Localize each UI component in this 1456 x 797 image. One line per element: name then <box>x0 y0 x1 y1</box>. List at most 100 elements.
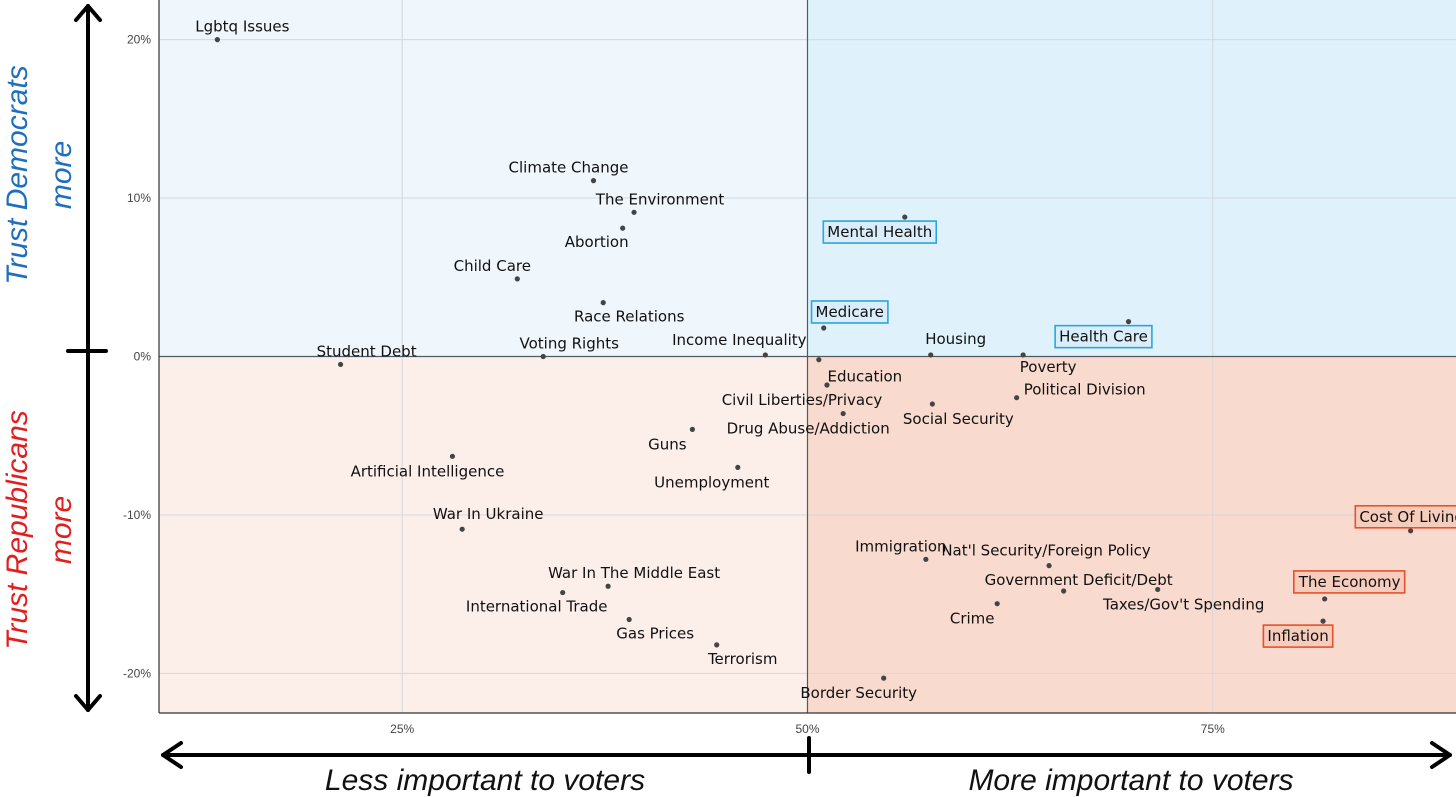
point-child-care <box>514 276 520 282</box>
point-label-child-care: Child Care <box>454 257 531 275</box>
point-label-guns: Guns <box>648 435 687 453</box>
x-tick-label: 25% <box>390 722 414 736</box>
point-nat-l-security-foreign-policy <box>1046 563 1052 569</box>
left-arrowhead-icon <box>161 741 183 769</box>
tick-labels: 25% 50% 75% 20% 10% 0% -10% -20% <box>123 33 1225 736</box>
point-student-debt <box>337 361 344 368</box>
point-drug-abuse-addiction <box>840 410 846 417</box>
point-label-poverty: Poverty <box>1020 358 1077 376</box>
y-tick-label: -20% <box>123 666 151 680</box>
y-tick-label: -10% <box>123 508 151 522</box>
data-points: Lgbtq Issues Climate Change The Environmen… <box>195 18 1456 702</box>
point-the-environment <box>631 209 637 215</box>
point-label-artificial-intelligence: Artificial Intelligence <box>351 462 505 480</box>
quadrant-backgrounds <box>159 0 1456 713</box>
point-label-taxes-gov-t-spending: Taxes/Gov't Spending <box>1102 595 1264 613</box>
trust-republicans-label: Trust Republicans <box>1 410 34 650</box>
trust-democrats-label: Trust Democrats <box>1 65 34 284</box>
highlight-box-medicare <box>810 300 889 324</box>
point-label-drug-abuse-addiction: Drug Abuse/Addiction <box>727 420 890 438</box>
highlight-box-mental-health <box>822 220 938 244</box>
point-social-security <box>929 401 935 407</box>
point-label-civil-liberties-privacy: Civil Liberties/Privacy <box>722 391 883 409</box>
point-health-care <box>1125 319 1132 325</box>
point-label-voting-rights: Voting Rights <box>520 335 620 353</box>
down-arrowhead-icon <box>74 694 102 712</box>
point-label-immigration: Immigration <box>855 537 946 555</box>
highlight-box-inflation <box>1262 624 1334 648</box>
x-tick-label: 75% <box>1201 722 1225 736</box>
point-political-division <box>1014 395 1020 401</box>
point-label-nat-l-security-foreign-policy: Nat'l Security/Foreign Policy <box>941 542 1151 560</box>
point-immigration <box>923 556 929 562</box>
point-medicare <box>821 325 827 331</box>
point-income-inequality <box>762 352 768 358</box>
point-taxes-gov-t-spending <box>1155 586 1161 593</box>
point-label-cost-of-living: Cost Of Living <box>1359 508 1456 526</box>
point-label-climate-change: Climate Change <box>509 159 629 177</box>
point-label-war-in-ukraine: War In Ukraine <box>433 505 544 523</box>
point-war-in-ukraine <box>459 526 465 532</box>
point-guns <box>689 426 695 432</box>
point-education <box>816 357 822 363</box>
point-label-inflation: Inflation <box>1267 627 1328 645</box>
point-voting-rights <box>540 353 546 360</box>
point-inflation <box>1320 618 1326 624</box>
point-border-security <box>881 675 887 681</box>
highlight-box-cost-of-living <box>1354 504 1456 529</box>
point-label-government-deficit-debt: Government Deficit/Debt <box>985 571 1173 589</box>
x-tick-label: 50% <box>795 722 819 736</box>
right-arrowhead-icon <box>1430 741 1452 769</box>
point-label-the-environment: The Environment <box>595 190 725 208</box>
point-label-race-relations: Race Relations <box>574 308 685 326</box>
y-tick-label: 20% <box>127 33 151 47</box>
point-label-education: Education <box>828 368 903 386</box>
point-poverty <box>1020 352 1026 358</box>
point-crime <box>994 601 1000 607</box>
point-international-trade <box>560 589 566 596</box>
point-label-income-inequality: Income Inequality <box>672 331 807 349</box>
dem-high-quadrant <box>807 0 1456 357</box>
point-label-terrorism: Terrorism <box>707 650 778 668</box>
point-lgbtq-issues <box>214 37 220 43</box>
rep-high-quadrant <box>807 356 1456 713</box>
point-unemployment <box>735 464 741 471</box>
point-race-relations <box>600 300 606 306</box>
point-war-in-the-middle-east <box>605 583 611 589</box>
point-artificial-intelligence <box>449 453 456 459</box>
point-the-economy <box>1322 596 1328 602</box>
y-tick-label: 10% <box>127 191 151 205</box>
point-label-border-security: Border Security <box>800 684 917 702</box>
point-mental-health <box>902 214 908 220</box>
vertical-arrow <box>66 4 108 712</box>
highlight-box-the-economy <box>1293 570 1406 594</box>
point-label-war-in-the-middle-east: War In The Middle East <box>548 564 720 582</box>
point-label-the-economy: The Economy <box>1298 573 1401 591</box>
point-label-international-trade: International Trade <box>466 598 608 616</box>
trust-democrats-more-label: more <box>45 141 78 209</box>
plot-axes <box>158 0 1456 714</box>
point-gas-prices <box>626 616 632 623</box>
less-important-label: Less important to voters <box>325 764 645 797</box>
point-label-housing: Housing <box>925 330 986 348</box>
point-label-lgbtq-issues: Lgbtq Issues <box>195 18 289 36</box>
point-label-mental-health: Mental Health <box>827 223 932 241</box>
point-label-social-security: Social Security <box>903 410 1014 428</box>
up-arrowhead-icon <box>74 4 102 22</box>
point-label-abortion: Abortion <box>565 233 629 251</box>
point-label-crime: Crime <box>950 610 995 628</box>
y-tick-label: 0% <box>134 350 152 364</box>
point-label-unemployment: Unemployment <box>654 473 769 491</box>
point-terrorism <box>714 642 720 648</box>
horizontal-arrow <box>161 736 1452 774</box>
point-abortion <box>620 225 626 231</box>
trust-republicans-more-label: more <box>45 496 78 564</box>
point-label-student-debt: Student Debt <box>317 342 417 360</box>
point-label-political-division: Political Division <box>1024 381 1146 399</box>
more-important-label: More important to voters <box>968 764 1293 797</box>
point-climate-change <box>590 178 597 184</box>
point-label-medicare: Medicare <box>816 303 884 321</box>
point-civil-liberties-privacy <box>824 382 830 388</box>
point-housing <box>928 352 934 358</box>
